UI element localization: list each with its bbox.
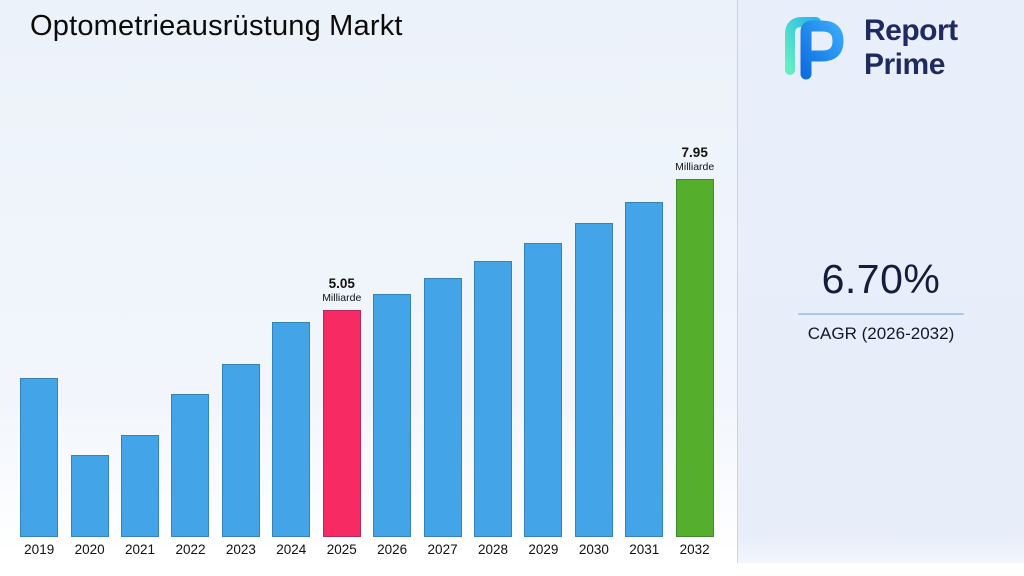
cagr-block: 6.70% CAGR (2026-2032) (738, 256, 1024, 344)
x-tick-2029: 2029 (528, 542, 559, 557)
x-tick-2025: 2025 (326, 542, 357, 557)
bar-column-2024: 2024 (266, 97, 316, 557)
x-tick-2032: 2032 (679, 542, 710, 557)
bar-2021 (121, 435, 160, 537)
bar-column-2030: 2030 (569, 97, 619, 557)
reportprime-logo: Report Prime (776, 8, 958, 88)
bar-column-2028: 2028 (468, 97, 518, 557)
bar-2019 (20, 378, 59, 537)
x-tick-2019: 2019 (24, 542, 55, 557)
bar-column-2032: 7.95 Milliarde 2032 (669, 97, 719, 557)
x-tick-2030: 2030 (578, 542, 609, 557)
bar-2032 (675, 179, 714, 537)
bar-2023 (221, 364, 260, 537)
bar-column-2025: 5.05 Milliarde 2025 (317, 97, 367, 557)
bar-column-2021: 2021 (115, 97, 165, 557)
bar-chart: 2019 2020 2021 2022 2023 2024 5.05 Milliarde 202… (14, 97, 720, 557)
x-tick-2024: 2024 (276, 542, 307, 557)
bar-column-2019: 2019 (14, 97, 64, 557)
x-tick-2020: 2020 (74, 542, 105, 557)
bar-2022 (171, 394, 210, 537)
x-tick-2022: 2022 (175, 542, 206, 557)
bar-column-2023: 2023 (216, 97, 266, 557)
chart-title: Optometrieausrüstung Markt (30, 10, 403, 42)
bar-2026 (373, 294, 412, 537)
bar-2031 (625, 202, 664, 537)
bar-2024 (272, 322, 311, 537)
x-tick-2021: 2021 (125, 542, 156, 557)
bar-annotation-unit-2025: Milliarde (322, 292, 362, 304)
bottom-strip (0, 563, 1024, 576)
bar-column-2026: 2026 (367, 97, 417, 557)
cagr-underline (798, 313, 964, 315)
bar-2030 (574, 223, 613, 537)
x-tick-2031: 2031 (629, 542, 660, 557)
x-tick-2028: 2028 (477, 542, 509, 557)
bar-2028 (474, 261, 512, 537)
cagr-label: CAGR (2026-2032) (807, 324, 955, 343)
bar-2025 (322, 310, 361, 537)
bar-annotation-2025: 5.05 Milliarde (322, 276, 361, 304)
bar-2020 (70, 455, 109, 537)
bar-2027 (423, 278, 462, 537)
bar-2029 (524, 243, 563, 537)
bar-column-2029: 2029 (518, 97, 568, 557)
cagr-value: 6.70% (821, 256, 941, 302)
panel-divider (737, 0, 738, 576)
right-panel: Report Prime 6.70% CAGR (2026-2032) (738, 0, 1024, 576)
bar-annotation-value-2032: 7.95 (681, 145, 708, 160)
reportprime-logo-icon (785, 17, 844, 80)
bar-annotation-unit-2032: Milliarde (675, 161, 715, 173)
logo-word-prime: Prime (864, 48, 945, 81)
bar-annotation-value-2025: 5.05 (328, 276, 355, 291)
bar-column-2020: 2020 (64, 97, 114, 557)
bar-column-2022: 2022 (165, 97, 215, 557)
bar-column-2027: 2027 (417, 97, 467, 557)
bar-column-2031: 2031 (619, 97, 669, 557)
x-tick-2023: 2023 (225, 542, 256, 557)
x-tick-2026: 2026 (377, 542, 408, 557)
bar-annotation-2032: 7.95 Milliarde (675, 145, 714, 173)
reportprime-logo-text: Report Prime (864, 14, 958, 81)
x-tick-2027: 2027 (427, 542, 458, 557)
logo-word-report: Report (864, 14, 958, 48)
